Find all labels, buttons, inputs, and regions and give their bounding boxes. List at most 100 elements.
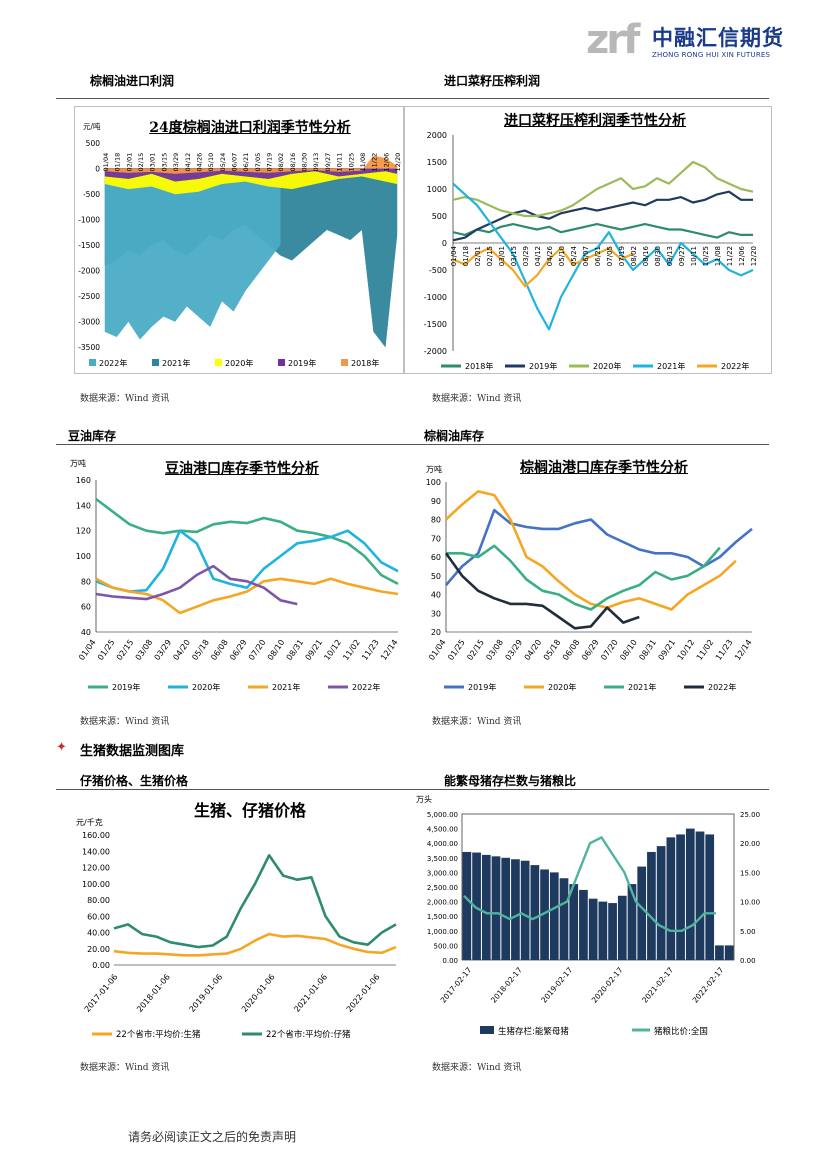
x-tick-label: 03/29 bbox=[153, 638, 174, 662]
x-tick-label: 09/13 bbox=[666, 246, 674, 266]
x-tick-label: 09/27 bbox=[324, 153, 332, 172]
legend-label: 2019年 bbox=[468, 682, 496, 692]
x-tick-label: 01/18 bbox=[114, 153, 122, 172]
y-tick-label: 500 bbox=[432, 212, 447, 221]
y-tick-label: 140.00 bbox=[82, 847, 110, 856]
x-tick-label: 05/24 bbox=[570, 245, 578, 266]
divider bbox=[56, 444, 769, 445]
section-hog-heading: 生猪数据监测图库 bbox=[80, 744, 185, 759]
x-tick-label: 12/20 bbox=[750, 246, 758, 266]
y-tick-label: -1000 bbox=[78, 216, 100, 225]
x-tick-label: 07/20 bbox=[599, 638, 620, 662]
bar bbox=[511, 859, 520, 960]
legend-label: 2019年 bbox=[529, 361, 557, 371]
y-axis-unit: 万吨 bbox=[70, 458, 86, 468]
x-tick-label: 02/15 bbox=[115, 638, 136, 662]
legend-label: 2018年 bbox=[465, 361, 493, 371]
x-tick-label: 11/22 bbox=[726, 246, 734, 266]
series-line-2021年 bbox=[452, 182, 754, 331]
bar bbox=[705, 834, 715, 960]
x-tick-label: 2019-02-17 bbox=[539, 965, 574, 1004]
bar bbox=[695, 831, 705, 960]
y-tick-label: 50 bbox=[431, 572, 441, 581]
y-tick-label: 0 bbox=[95, 165, 100, 174]
palm-stock-chart: 棕榈油港口库存季节性分析 万吨 100 90 80 70 60 50 40 30 20 01/04 0… bbox=[414, 450, 770, 702]
y2-tick-label: 25.00 bbox=[740, 811, 760, 819]
x-tick-label: 04/20 bbox=[171, 638, 192, 662]
x-tick-label: 10/11 bbox=[690, 246, 698, 266]
series-line-2019年 bbox=[445, 508, 753, 586]
y-tick-label: -1000 bbox=[424, 293, 447, 302]
bar bbox=[627, 884, 637, 960]
x-tick-label: 10/12 bbox=[676, 638, 697, 662]
y-tick-label: 40 bbox=[431, 591, 441, 600]
chart-title: 24度棕榈油进口利润季节性分析 bbox=[149, 120, 351, 136]
x-tick-label: 04/26 bbox=[195, 153, 203, 172]
legend-label: 22个省市:平均价:生猪 bbox=[116, 1029, 201, 1040]
y-tick-label: -3000 bbox=[78, 318, 100, 327]
y-tick-label: 20.00 bbox=[87, 945, 110, 954]
bar bbox=[569, 884, 579, 960]
bar bbox=[588, 898, 598, 960]
series-line-22个省市:平均价:生猪 bbox=[113, 932, 397, 957]
x-tick-label: 02/15 bbox=[465, 638, 486, 662]
y-tick-label: 100 bbox=[76, 552, 91, 561]
y-tick-label: 2,500.00 bbox=[427, 884, 458, 892]
x-tick-label: 06/08 bbox=[561, 638, 582, 662]
x-tick-label: 04/26 bbox=[546, 245, 554, 266]
y-tick-label: 60 bbox=[81, 603, 91, 612]
bar bbox=[501, 857, 511, 960]
y-tick-label: -2000 bbox=[424, 347, 447, 356]
rapeseed-profit-plot: 2000 1500 1000 500 0 -500 -1000 -1500 -2000 01/04… bbox=[424, 131, 758, 371]
soy-stock-plot: 万吨 160 140 120 100 80 60 4001/0401/2502/1503/08… bbox=[70, 458, 400, 692]
y-tick-label: -500 bbox=[83, 190, 100, 199]
x-tick-label: 05/10 bbox=[558, 246, 566, 266]
y-tick-label: -1500 bbox=[424, 320, 447, 329]
x-tick-label: 07/20 bbox=[247, 638, 268, 662]
x-tick-label: 08/16 bbox=[642, 245, 650, 266]
legend-label: 2022年 bbox=[99, 358, 127, 368]
legend-label: 2021年 bbox=[628, 682, 656, 692]
y-tick-label: -2500 bbox=[78, 292, 100, 301]
source-note: 数据来源：Wind 资讯 bbox=[80, 394, 170, 404]
y-tick-label: -2000 bbox=[78, 267, 100, 276]
y-tick-label: 3,500.00 bbox=[427, 855, 458, 863]
x-tick-label: 01/04 bbox=[102, 153, 110, 172]
bar bbox=[608, 903, 617, 960]
legend-label: 2019年 bbox=[288, 358, 316, 368]
legend-label: 2021年 bbox=[162, 358, 190, 368]
logo-chinese-name: 中融汇信期货 bbox=[652, 26, 784, 50]
x-tick-label: 2019-01-06 bbox=[188, 973, 225, 1014]
x-tick-label: 08/30 bbox=[654, 246, 662, 266]
x-tick-label: 2020-02-17 bbox=[590, 965, 625, 1004]
y-tick-label: 80 bbox=[431, 516, 441, 525]
y-tick-label: 60 bbox=[431, 553, 441, 562]
divider bbox=[56, 789, 769, 790]
legend-swatch bbox=[215, 359, 222, 366]
x-tick-label: 11/23 bbox=[714, 638, 735, 662]
bar bbox=[676, 834, 685, 960]
y-tick-label: 30 bbox=[431, 609, 441, 618]
section-price-heading: 仔猪价格、生猪价格 bbox=[80, 774, 189, 788]
x-tick-label: 2022-02-17 bbox=[691, 965, 726, 1004]
bar bbox=[617, 895, 627, 960]
section-rapeseed-heading: 进口菜籽压榨利润 bbox=[444, 74, 541, 88]
y-tick-label: 90 bbox=[431, 497, 441, 506]
legend-label: 2020年 bbox=[225, 358, 253, 368]
y-tick-label: 2000 bbox=[427, 131, 447, 140]
bar bbox=[685, 828, 695, 960]
x-tick-label: 05/24 bbox=[219, 153, 227, 172]
y-axis-unit: 元/吨 bbox=[83, 121, 101, 131]
x-tick-label: 01/25 bbox=[96, 638, 117, 662]
y-tick-label: 140 bbox=[76, 501, 91, 510]
legend-label: 2022年 bbox=[721, 361, 749, 371]
y-tick-label: -3500 bbox=[78, 343, 100, 352]
bar bbox=[579, 889, 588, 960]
legend-label: 猪粮比价:全国 bbox=[654, 1026, 708, 1037]
y-tick-label: 0.00 bbox=[92, 961, 110, 970]
x-tick-label: 11/22 bbox=[371, 153, 379, 172]
soy-stock-chart: 豆油港口库存季节性分析 万吨 160 140 120 100 80 60 40 01/04 01/… bbox=[62, 450, 408, 702]
x-tick-label: 12/06 bbox=[382, 153, 390, 172]
x-tick-label: 11/08 bbox=[714, 246, 722, 266]
series-line-2018年 bbox=[452, 222, 753, 239]
